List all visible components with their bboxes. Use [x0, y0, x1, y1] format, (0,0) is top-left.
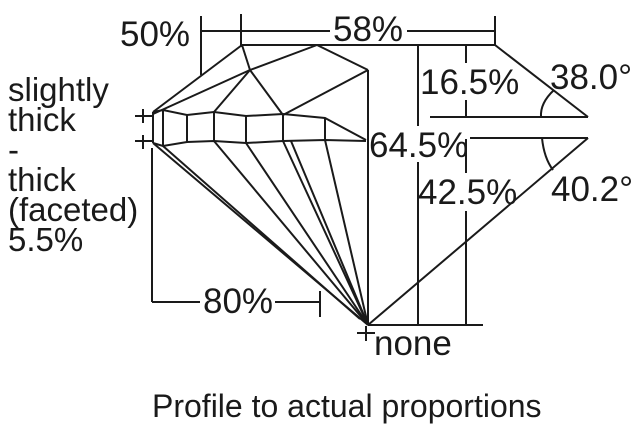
diagram-caption: Profile to actual proportions — [152, 388, 542, 424]
pavilion-depth-label: 42.5% — [418, 173, 518, 212]
girdle-thickness-label: slightly thick - thick (faceted) 5.5% — [8, 71, 139, 258]
pavilion-angle-label: 40.2° — [551, 170, 634, 209]
plus-marks — [135, 109, 375, 341]
table-size-label: 58% — [333, 10, 404, 49]
crown-height-label: 16.5% — [420, 63, 520, 102]
star-length-label: 50% — [120, 15, 191, 54]
crown-facets — [152, 44, 589, 118]
girdle-band — [152, 108, 367, 148]
angle-reference-lines — [430, 89, 588, 171]
dimension-lines — [151, 14, 496, 326]
culet-label: none — [374, 324, 452, 363]
lower-girdle-length-label: 80% — [203, 282, 274, 321]
crown-angle-arc — [539, 89, 555, 118]
pavilion-facets — [152, 70, 589, 326]
pavilion-angle-arc — [541, 137, 554, 171]
total-depth-label: 64.5% — [369, 126, 469, 165]
crown-angle-label: 38.0° — [550, 58, 633, 97]
